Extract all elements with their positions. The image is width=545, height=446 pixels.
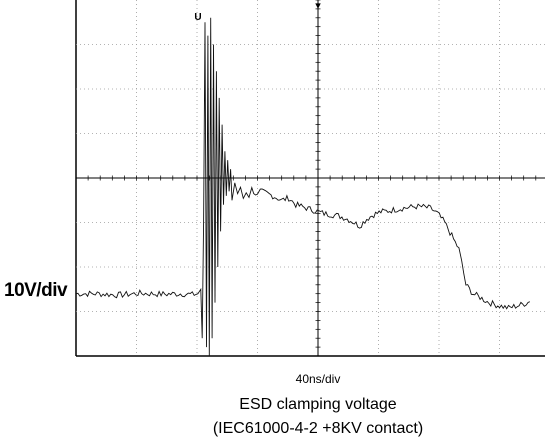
y-axis-label: 10V/div — [4, 280, 68, 301]
trigger-marker: ▾ — [315, 0, 321, 12]
waveform-line — [75, 17, 530, 357]
x-axis-label: 40ns/div — [295, 372, 341, 386]
channel-marker: U — [194, 12, 201, 23]
graticule — [75, 0, 545, 357]
waveform-trace — [75, 17, 530, 357]
scope-markers: ▾U — [194, 0, 321, 23]
chart-title: ESD clamping voltage — [239, 396, 397, 413]
chart-subtitle: (IEC61000-4-2 +8KV contact) — [212, 420, 424, 437]
